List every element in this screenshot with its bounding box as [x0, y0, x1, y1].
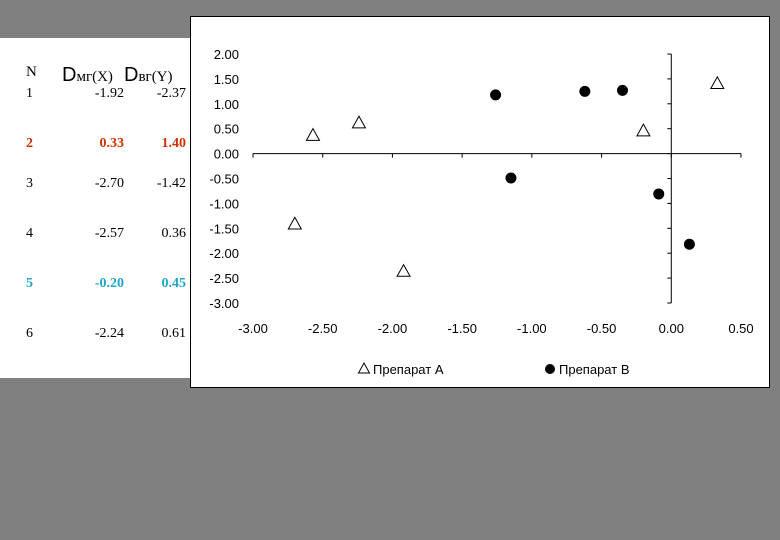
table-header: N Dмг(X) Dвг(Y): [0, 38, 190, 110]
row-y: 0.36: [161, 226, 187, 241]
data-table: N Dмг(X) Dвг(Y) 1 -1.92 -2.37 2 0.33 1.40 3 -2.…: [0, 38, 190, 378]
row-n: 5: [26, 276, 33, 291]
row-x: -1.92: [94, 86, 124, 101]
x-tick-label: -3.00: [238, 321, 268, 336]
series-a-point: [305, 127, 321, 141]
legend-label-b: Препарат B: [559, 362, 629, 377]
series-a-point: [709, 75, 725, 90]
header-x-sub: мг(X): [76, 69, 113, 85]
series-a-point: [396, 263, 411, 277]
series-b-point: [653, 188, 665, 200]
header-x-letter: D: [62, 64, 77, 86]
y-tick-label: 1.00: [214, 97, 239, 112]
x-tick-label: -1.00: [517, 321, 547, 336]
row-y: 0.61: [161, 326, 187, 341]
series-a-point: [636, 123, 651, 137]
table-row: 4 -2.57 0.36: [0, 226, 190, 270]
header-n: N: [26, 64, 37, 80]
y-tick-label: 0.50: [214, 122, 239, 137]
x-tick-label: -2.50: [308, 321, 338, 336]
series-b-point: [490, 89, 502, 101]
y-tick-label: -3.00: [209, 296, 239, 311]
x-tick-label: 0.50: [728, 321, 753, 336]
table-row: 6 -2.24 0.61: [0, 326, 190, 370]
series-a-point: [287, 216, 303, 230]
y-tick-label: -2.50: [209, 271, 239, 286]
row-n: 1: [26, 86, 33, 101]
series-b-point: [616, 84, 628, 96]
series-a-point: [351, 115, 367, 129]
row-x: 0.33: [99, 136, 125, 151]
table-row: 3 -2.70 -1.42: [0, 176, 190, 220]
row-x: -2.24: [94, 326, 124, 341]
y-tick-label: 2.00: [214, 47, 239, 62]
row-x: -2.57: [94, 226, 124, 241]
row-y: 0.45: [161, 276, 187, 291]
scatter-chart: 2.00 1.50 1.00 0.50 0.00 -0.50 -1.00 -1.50 -2.00…: [190, 16, 770, 388]
row-y: -2.37: [156, 86, 186, 101]
header-y-sub: вг(Y): [138, 69, 173, 85]
row-n: 6: [26, 326, 33, 341]
x-tick-label: -2.00: [378, 321, 408, 336]
y-tick-label: 1.50: [214, 72, 239, 87]
header-y: Dвг(Y): [124, 64, 173, 87]
y-tick-label: -1.50: [209, 221, 239, 236]
x-tick-label: -0.50: [587, 321, 617, 336]
row-n: 4: [26, 226, 33, 241]
table-row: 2 0.33 1.40: [0, 136, 190, 180]
x-tick-label: -1.50: [447, 321, 477, 336]
table-row: 5 -0.20 0.45: [0, 276, 190, 320]
chart-svg: 2.00 1.50 1.00 0.50 0.00 -0.50 -1.00 -1.50 -2.00…: [209, 47, 753, 377]
header-y-letter: D: [124, 64, 139, 86]
legend-label-a: Препарат A: [373, 362, 444, 377]
row-y: -1.42: [156, 176, 186, 191]
series-b-point: [579, 85, 591, 97]
row-x: -0.20: [94, 276, 124, 291]
y-tick-label: -1.00: [209, 196, 239, 211]
legend-marker-a: [357, 362, 371, 374]
series-b-point: [505, 172, 517, 184]
x-tick-label: 0.00: [659, 321, 684, 336]
row-x: -2.70: [94, 176, 124, 191]
legend-marker-b: [545, 364, 555, 374]
series-b-point: [683, 238, 695, 250]
header-x: Dмг(X): [62, 64, 113, 87]
y-tick-label: -2.00: [209, 246, 239, 261]
row-n: 3: [26, 176, 33, 191]
y-tick-label: -0.50: [209, 172, 239, 187]
table-row: 1 -1.92 -2.37: [0, 86, 190, 130]
y-tick-label: 0.00: [214, 147, 239, 162]
row-y: 1.40: [161, 136, 187, 151]
row-n: 2: [26, 136, 33, 151]
